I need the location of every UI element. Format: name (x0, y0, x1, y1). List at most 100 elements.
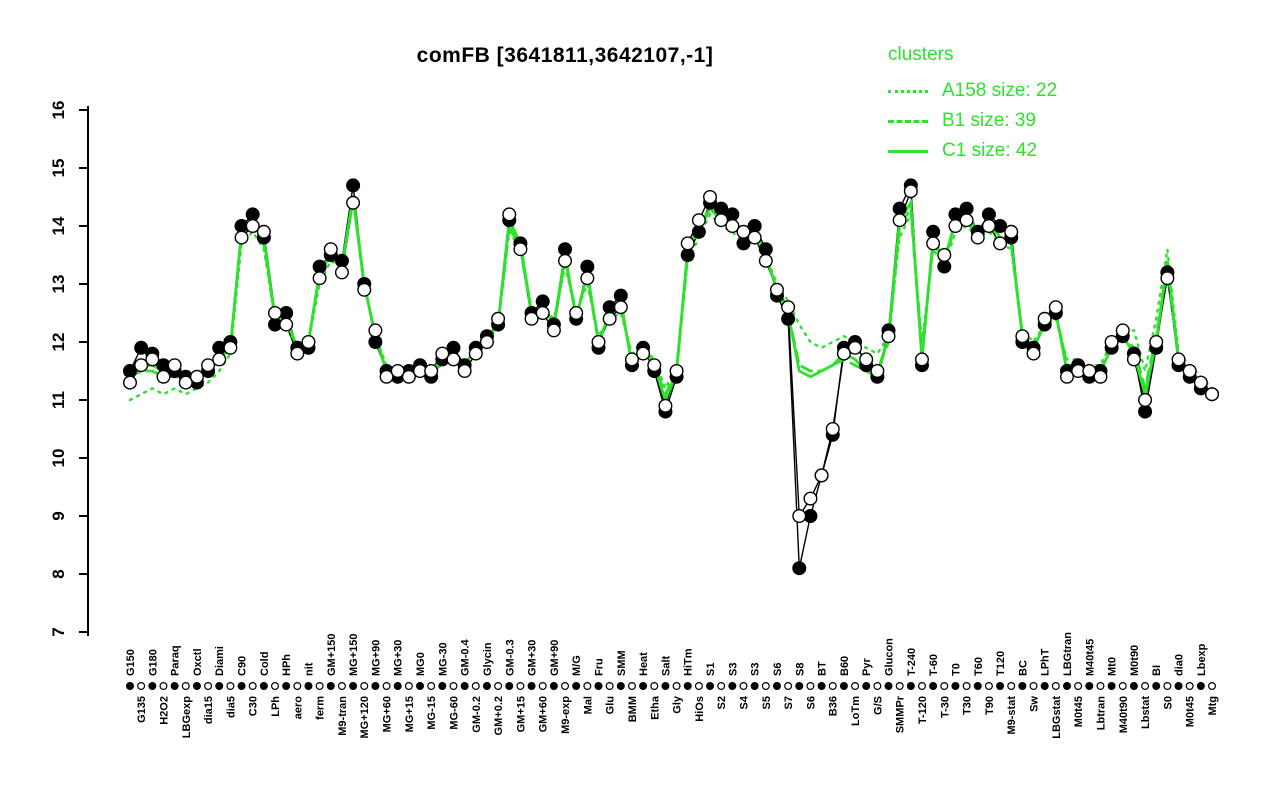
x-category-label: HiTm (683, 648, 695, 676)
category-symbol (326, 681, 335, 690)
data-point (658, 398, 673, 413)
x-category-label: Heat (638, 652, 650, 676)
x-category-label: S7 (783, 696, 795, 709)
data-point (959, 201, 974, 216)
x-category-label: T-60 (928, 654, 940, 676)
data-point (624, 352, 639, 367)
category-symbol (672, 681, 681, 690)
data-point (591, 335, 606, 350)
x-category-label: dia0 (1174, 654, 1186, 676)
data-point (323, 242, 338, 257)
category-symbol (906, 681, 915, 690)
x-category-label: S6 (772, 663, 784, 676)
category-symbol (772, 681, 781, 690)
data-point (881, 329, 896, 344)
x-category-label: LoTm (850, 696, 862, 726)
data-point (457, 364, 472, 379)
x-category-label: BI (1151, 665, 1163, 676)
data-point (513, 242, 528, 257)
data-point (903, 184, 918, 199)
cluster-line-b1 (128, 196, 1214, 398)
x-category-label: MG0 (415, 652, 427, 676)
category-symbol (259, 681, 268, 690)
x-category-label: ferm (315, 696, 327, 720)
x-category-label: M0t45 (1073, 696, 1085, 727)
data-point (792, 509, 807, 524)
x-category-label: Glucon (884, 638, 896, 676)
x-category-label: Fru (593, 658, 605, 676)
category-symbol (192, 681, 201, 690)
category-symbol (349, 681, 358, 690)
data-point (156, 369, 171, 384)
data-point (201, 358, 216, 373)
x-category-label: Cold (259, 652, 271, 676)
x-category-label: Diami (214, 646, 226, 676)
data-point (1104, 335, 1119, 350)
x-category-label: Gly (672, 695, 684, 714)
category-symbol (549, 681, 558, 690)
data-point (379, 369, 394, 384)
category-symbol (873, 681, 882, 690)
category-symbol (404, 681, 413, 690)
x-category-label: SMMPr (895, 695, 907, 733)
category-symbol (973, 681, 982, 690)
x-category-label: MG+120 (359, 696, 371, 739)
x-category-label: T-120 (917, 696, 929, 724)
data-point (848, 340, 863, 355)
category-symbol (527, 681, 536, 690)
x-category-label: S3 (727, 663, 739, 676)
category-symbol (494, 681, 503, 690)
data-point (1115, 323, 1130, 338)
x-category-label: LBGstat (1051, 696, 1063, 739)
data-point (937, 247, 952, 262)
data-point (669, 364, 684, 379)
data-point (1015, 329, 1030, 344)
x-category-label: S4 (739, 695, 751, 709)
data-point (758, 242, 773, 257)
category-symbol (683, 681, 692, 690)
x-category-label: BT (817, 661, 829, 676)
data-point (535, 306, 550, 321)
data-point (758, 253, 773, 268)
x-category-label: nit (303, 662, 315, 676)
category-symbol (650, 681, 659, 690)
category-symbol (1029, 681, 1038, 690)
category-symbol (482, 681, 491, 690)
data-point (736, 224, 751, 239)
category-symbol (895, 681, 904, 690)
x-category-label: M0t90 (1129, 645, 1141, 676)
category-symbol (1107, 681, 1116, 690)
x-category-label: S3 (750, 663, 762, 676)
solid-line-sample (888, 149, 928, 153)
data-point (1138, 404, 1153, 419)
dotted-line-sample (888, 89, 928, 93)
category-symbol (293, 681, 302, 690)
category-symbol (1062, 681, 1071, 690)
x-category-label: GM+90 (549, 640, 561, 676)
category-symbol (817, 681, 826, 690)
x-category-label: M0t45 (1185, 696, 1197, 727)
data-point (926, 236, 941, 251)
category-symbol (572, 681, 581, 690)
data-point (569, 306, 584, 321)
data-point (134, 340, 149, 355)
x-category-label: T0 (950, 663, 962, 676)
data-point (524, 311, 539, 326)
data-point (401, 369, 416, 384)
category-symbol (839, 681, 848, 690)
x-category-label: MG+15 (404, 696, 416, 732)
data-point (680, 247, 695, 262)
data-point (725, 218, 740, 233)
data-point (290, 346, 305, 361)
data-point (870, 364, 885, 379)
x-category-label: G/S (872, 696, 884, 715)
x-category-label: S2 (716, 696, 728, 709)
category-symbol (282, 681, 291, 690)
category-symbol (148, 681, 157, 690)
x-category-label: GM+15 (515, 696, 527, 732)
x-category-label: Mt0 (1107, 657, 1119, 676)
x-category-label: LBGtran (1062, 632, 1074, 676)
category-symbol (639, 681, 648, 690)
y-tick-label: 13 (49, 275, 68, 294)
